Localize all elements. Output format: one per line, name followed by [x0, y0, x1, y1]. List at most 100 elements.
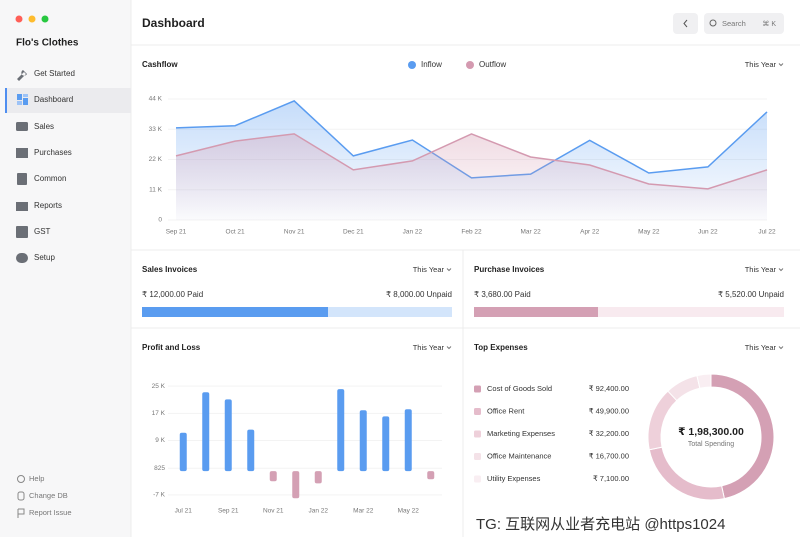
y-tick-label: 11 K — [149, 186, 163, 193]
period-select[interactable]: This Year — [745, 60, 777, 69]
total-label: Total Spending — [688, 441, 734, 448]
bar — [202, 392, 210, 472]
page-title: Dashboard — [142, 16, 205, 30]
x-tick-label: Mar 22 — [520, 229, 541, 236]
chevron — [778, 346, 784, 350]
bar — [224, 399, 232, 472]
legend-swatch — [474, 385, 481, 393]
line — [175, 133, 768, 190]
back-button[interactable] — [673, 13, 698, 34]
legend-swatch — [466, 61, 474, 69]
card-title: Cashflow — [142, 60, 178, 69]
legend-swatch — [474, 475, 481, 483]
nav-item[interactable]: Dashboard — [34, 95, 73, 104]
footer-link[interactable]: Help — [29, 474, 44, 483]
nav-icon — [16, 253, 28, 263]
y-tick-label: 44 K — [149, 96, 163, 103]
bar — [247, 429, 255, 472]
nav-item[interactable]: Common — [34, 174, 66, 183]
nav-item[interactable]: Get Started — [34, 69, 75, 78]
nav-active-marker — [5, 88, 7, 113]
legend-label: Cost of Goods Sold — [487, 384, 552, 393]
bar — [337, 389, 345, 472]
card-title: Sales Invoices — [142, 265, 198, 274]
chevron — [778, 63, 784, 67]
flag-icon — [17, 508, 25, 518]
unpaid-label: ₹ 8,000.00 Unpaid — [386, 290, 452, 299]
nav-icon — [17, 70, 27, 81]
nav: Get Started Dashboard Sales Purchases Co… — [16, 69, 75, 263]
legend-label: Outflow — [479, 60, 506, 69]
donut-segment — [648, 446, 725, 501]
db-icon — [17, 491, 25, 501]
legend-swatch — [474, 408, 481, 415]
footer-link[interactable]: Report Issue — [29, 508, 72, 517]
donut-segment — [696, 373, 712, 389]
window-close[interactable] — [15, 15, 23, 23]
x-tick-label: Nov 21 — [284, 229, 305, 236]
paid-label: ₹ 12,000.00 Paid — [142, 290, 203, 299]
nav-icon — [16, 202, 28, 211]
period-select[interactable]: This Year — [745, 343, 777, 352]
legend-value: ₹ 49,900.00 — [589, 406, 629, 415]
progress-segment — [474, 307, 598, 317]
period-select[interactable]: This Year — [745, 265, 777, 274]
legend-label: Utility Expenses — [487, 474, 541, 483]
total-value: ₹ 1,98,300.00 — [678, 426, 744, 438]
x-tick-label: Jan 22 — [403, 229, 423, 236]
y-tick-label: 9 K — [155, 437, 165, 444]
x-tick-label: Jun 22 — [698, 229, 718, 236]
nav-icon — [17, 173, 27, 185]
bar — [292, 471, 300, 499]
nav-item[interactable]: GST — [34, 227, 51, 236]
y-tick-label: 825 — [154, 465, 165, 472]
legend-value: ₹ 7,100.00 — [593, 474, 629, 483]
nav-item[interactable]: Purchases — [34, 148, 72, 157]
card-title: Top Expenses — [474, 343, 528, 352]
progress-segment — [328, 307, 452, 317]
nav-icon — [23, 94, 28, 97]
nav-icon — [23, 98, 28, 105]
watermark: TG: 互联网从业者充电站 @https1024 — [476, 516, 725, 533]
y-tick-label: 0 — [158, 217, 162, 224]
nav-icon — [17, 101, 22, 105]
legend-value: ₹ 32,200.00 — [589, 429, 629, 438]
x-tick-label: Dec 21 — [343, 229, 364, 236]
help-icon — [17, 475, 25, 483]
x-tick-label: Sep 21 — [166, 229, 187, 236]
search-box[interactable] — [704, 13, 784, 34]
nav-item[interactable]: Reports — [34, 201, 62, 210]
y-tick-label: 25 K — [152, 383, 166, 390]
x-tick-label: May 22 — [638, 229, 660, 236]
nav-item[interactable]: Setup — [34, 253, 55, 262]
x-tick-label: Jul 21 — [175, 508, 193, 515]
chevron — [778, 268, 784, 272]
window-minimize[interactable] — [28, 15, 36, 23]
bar — [179, 432, 187, 472]
x-tick-label: Sep 21 — [218, 508, 239, 515]
paid-label: ₹ 3,680.00 Paid — [474, 290, 531, 299]
period-select[interactable]: This Year — [413, 265, 445, 274]
window-zoom[interactable] — [41, 15, 49, 23]
x-tick-label: Jan 22 — [308, 508, 328, 515]
donut-segment — [647, 390, 678, 451]
legend-value: ₹ 16,700.00 — [589, 451, 629, 460]
nav-icon — [17, 94, 22, 100]
period-select[interactable]: This Year — [413, 343, 445, 352]
x-tick-label: Feb 22 — [461, 229, 482, 236]
chevron — [446, 268, 452, 272]
bar — [427, 471, 435, 480]
y-tick-label: 17 K — [152, 410, 166, 417]
legend-swatch — [474, 430, 481, 438]
legend-swatch — [408, 61, 416, 69]
nav-icon — [16, 148, 28, 158]
nav-item[interactable]: Sales — [34, 122, 54, 131]
sidebar — [0, 0, 131, 537]
x-tick-label: Jul 22 — [758, 229, 776, 236]
footer-link[interactable]: Change DB — [29, 491, 68, 500]
x-tick-label: Nov 21 — [263, 508, 284, 515]
x-tick-label: Mar 22 — [353, 508, 374, 515]
legend-label: Office Maintenance — [487, 451, 551, 460]
